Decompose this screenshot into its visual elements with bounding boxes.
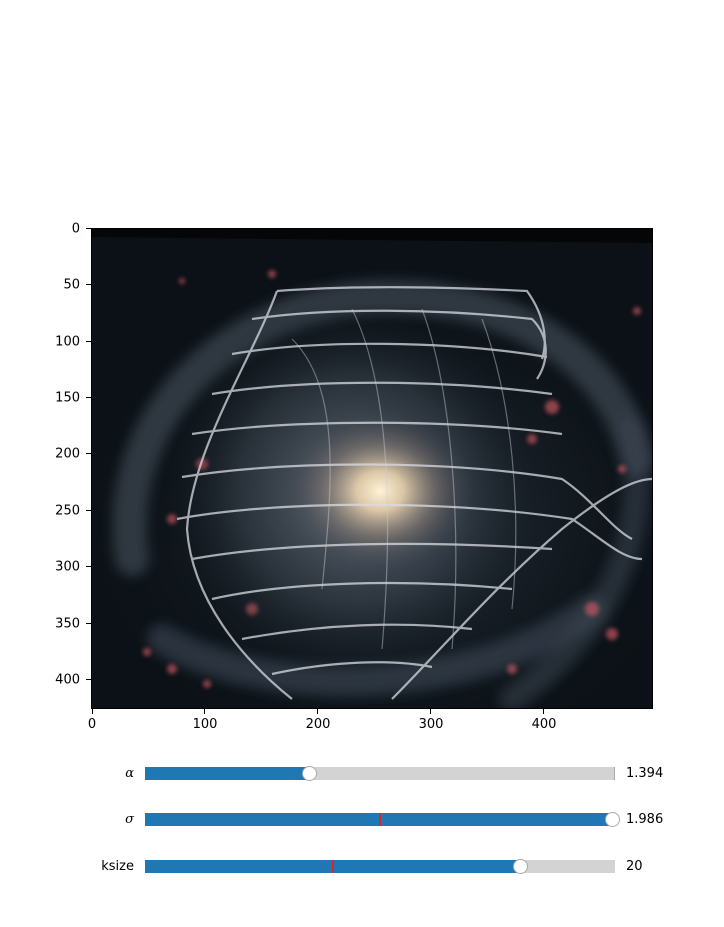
alpha-slider-fill — [145, 767, 310, 780]
alpha-slider-row: α 1.394 — [0, 766, 724, 781]
sigma-slider-row: σ 1.986 — [0, 812, 724, 827]
sigma-slider-value: 1.986 — [626, 812, 664, 827]
y-tick-mark — [86, 228, 91, 229]
alpha-slider-end — [614, 767, 615, 780]
y-tick-label: 300 — [55, 559, 80, 575]
ksize-slider-value: 20 — [626, 859, 643, 874]
galaxy-image — [92, 229, 652, 708]
y-tick-label: 350 — [55, 616, 80, 632]
sigma-slider-initial-marker — [379, 813, 381, 826]
y-tick-label: 0 — [71, 221, 80, 237]
alpha-slider-label: α — [125, 766, 134, 781]
ksize-slider[interactable] — [145, 859, 615, 874]
x-tick-mark — [92, 709, 93, 714]
y-tick-mark — [86, 679, 91, 680]
x-tick-mark — [430, 709, 431, 714]
ksize-slider-label: ksize — [101, 859, 134, 874]
x-tick-label: 400 — [531, 717, 557, 732]
x-tick-label: 0 — [87, 717, 97, 732]
y-tick-mark — [86, 453, 91, 454]
y-tick-label: 50 — [63, 277, 80, 293]
y-tick-label: 100 — [55, 334, 80, 350]
sigma-slider-handle[interactable] — [605, 812, 620, 827]
ksize-slider-handle[interactable] — [513, 859, 528, 874]
x-tick-mark — [204, 709, 205, 714]
alpha-slider-value: 1.394 — [626, 766, 664, 781]
x-tick-label: 100 — [192, 717, 218, 732]
y-tick-label: 250 — [55, 503, 80, 519]
ksize-slider-row: ksize 20 — [0, 859, 724, 874]
y-tick-mark — [86, 341, 91, 342]
y-tick-label: 150 — [55, 390, 80, 406]
y-tick-mark — [86, 397, 91, 398]
alpha-slider-handle[interactable] — [302, 766, 317, 781]
alpha-slider[interactable] — [145, 766, 615, 781]
y-tick-mark — [86, 623, 91, 624]
sigma-slider[interactable] — [145, 812, 620, 827]
sigma-slider-label: σ — [125, 812, 134, 827]
image-plot — [91, 228, 653, 709]
y-tick-label: 200 — [55, 446, 80, 462]
x-tick-mark — [317, 709, 318, 714]
y-tick-label: 400 — [55, 672, 80, 688]
y-tick-mark — [86, 510, 91, 511]
x-tick-mark — [543, 709, 544, 714]
x-tick-label: 200 — [305, 717, 331, 732]
y-tick-mark — [86, 284, 91, 285]
x-tick-label: 300 — [418, 717, 444, 732]
ksize-slider-initial-marker — [332, 860, 334, 873]
y-tick-mark — [86, 566, 91, 567]
